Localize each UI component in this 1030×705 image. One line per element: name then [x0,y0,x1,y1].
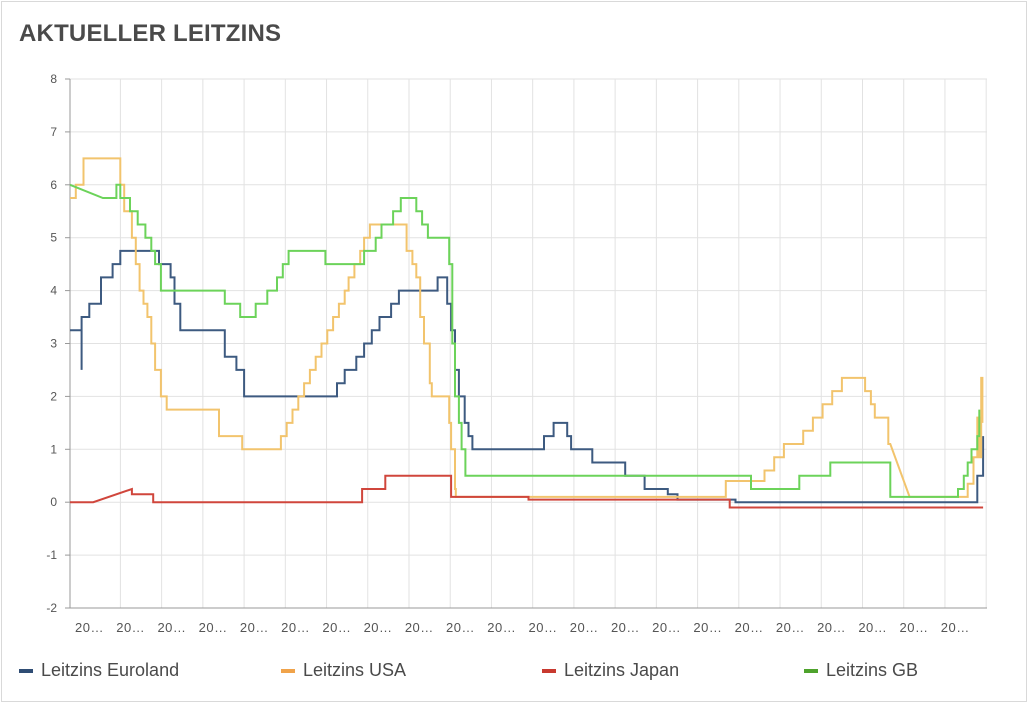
y-tick-label: 5 [50,231,57,245]
y-tick-label: 6 [50,178,57,192]
legend-label-japan: Leitzins Japan [564,660,680,680]
y-tick-label: 4 [50,284,57,298]
x-tick-label: 20… [199,620,228,635]
x-tick-label: 20… [322,620,351,635]
x-tick-label: 20… [817,620,846,635]
grid [70,78,987,609]
x-tick-label: 20… [157,620,186,635]
legend-swatch-euroland [19,668,33,673]
tick-labels: -2 -1 0 1 2 3 4 5 6 7 8 20… 20… 20… 20… 20… 20… 20… 20… 20…… [46,72,969,635]
y-tick-label: -1 [46,548,57,562]
x-tick-label: 20… [364,620,393,635]
legend-label-euroland: Leitzins Euroland [41,660,180,680]
legend-item-euroland[interactable]: Leitzins Euroland [19,660,179,681]
legend-item-usa[interactable]: Leitzins USA [281,660,406,681]
legend-swatch-usa [281,668,295,673]
x-tick-label: 20… [652,620,681,635]
x-tick-label: 20… [240,620,269,635]
y-tick-label: 3 [50,337,57,351]
legend-swatch-gb [804,668,818,673]
x-tick-label: 20… [75,620,104,635]
legend-label-usa: Leitzins USA [303,660,407,680]
x-tick-label: 20… [405,620,434,635]
x-tick-label: 20… [776,620,805,635]
page-title: AKTUELLER LEITZINS [19,20,282,47]
legend-item-japan[interactable]: Leitzins Japan [542,660,679,681]
series-lines [69,157,985,509]
legend-swatch-japan [542,668,556,673]
series-line-gb [69,183,981,498]
x-tick-label: 20… [281,620,310,635]
x-tick-label: 20… [116,620,145,635]
x-tick-label: 20… [529,620,558,635]
x-tick-label: 20… [570,620,599,635]
x-tick-label: 20… [735,620,764,635]
legend-label-gb: Leitzins GB [826,660,919,680]
legend: Leitzins Euroland Leitzins USA Leitzins … [0,660,1030,684]
x-tick-label: 20… [858,620,887,635]
x-tick-label: 20… [487,620,516,635]
x-tick-label: 20… [693,620,722,635]
axes [65,78,987,609]
y-tick-label: 2 [50,389,57,403]
y-tick-label: 7 [50,125,57,139]
series-line-japan [70,474,984,509]
y-tick-label: -2 [46,601,57,615]
y-tick-label: 1 [50,442,57,456]
x-tick-label: 20… [941,620,970,635]
series-line-euroland [70,249,985,504]
x-tick-label: 20… [900,620,929,635]
legend-item-gb[interactable]: Leitzins GB [804,660,918,681]
y-tick-label: 8 [50,72,57,86]
x-tick-label: 20… [446,620,475,635]
x-tick-label: 20… [611,620,640,635]
y-tick-label: 0 [50,495,57,509]
series-line-usa [70,157,984,498]
